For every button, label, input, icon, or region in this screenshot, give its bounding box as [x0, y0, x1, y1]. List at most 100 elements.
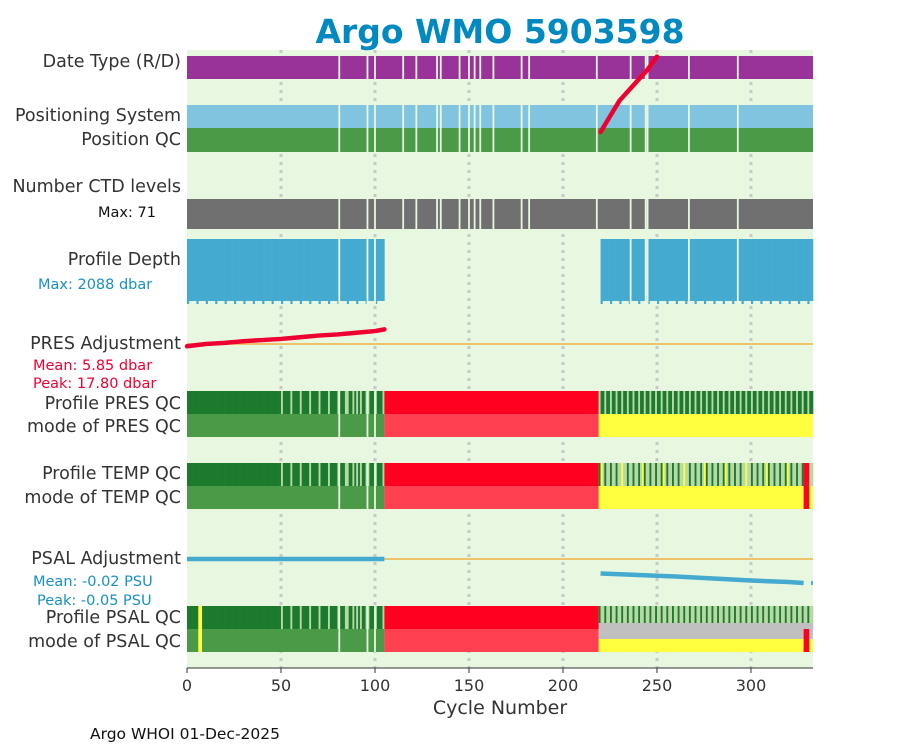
psal-profile-qc-cell	[615, 606, 618, 629]
psal-profile-qc-cell	[705, 606, 709, 629]
pres-profile-qc-cell	[683, 391, 686, 414]
temp-profile-qc-cell	[638, 463, 641, 486]
psal-profile-qc-cell	[617, 606, 620, 629]
temp-profile-qc-cell	[209, 463, 212, 486]
temp-profile-qc-cell	[378, 463, 381, 486]
pres-profile-qc-cell	[294, 391, 297, 414]
temp-profile-qc-cell	[658, 463, 662, 486]
missing-cycle-gap	[366, 56, 369, 79]
temp-profile-qc-cell	[641, 463, 645, 486]
temp-mode-qc-segment	[384, 486, 599, 509]
pres-profile-qc-cell	[307, 391, 310, 414]
missing-cycle-gap	[338, 606, 341, 652]
temp-profile-qc-cell	[683, 463, 686, 486]
pres-profile-qc-cell	[224, 391, 227, 414]
pres-profile-qc-cell	[640, 391, 643, 414]
psal-profile-qc-cell	[779, 606, 782, 629]
psal-profile-qc-cell	[797, 606, 801, 629]
pres-profile-qc-cell	[198, 391, 201, 414]
pres-profile-qc-cell	[243, 391, 246, 414]
pres-profile-qc-cell	[194, 391, 197, 414]
pres-profile-qc-cell	[722, 391, 725, 414]
profile-depth-bar	[213, 239, 216, 301]
ctd-levels-bar	[187, 199, 813, 229]
profile-depth-bar	[363, 239, 366, 301]
psal-profile-qc-cell	[341, 606, 344, 629]
profile-depth-bar	[656, 239, 660, 304]
psal-profile-qc-cell	[707, 606, 710, 629]
profile-depth-bar	[327, 239, 331, 304]
temp-profile-qc-cell	[374, 463, 378, 486]
profile-depth-bar	[311, 239, 314, 301]
temp-profile-qc-cell	[786, 463, 789, 486]
missing-cycle-gap	[458, 105, 461, 152]
temp-profile-qc-cell	[275, 463, 278, 486]
pres-profile-qc-cell	[788, 391, 791, 414]
temp-profile-qc-cell	[700, 463, 703, 486]
profile-depth-bar	[655, 239, 658, 301]
profile-depth-bar	[282, 239, 286, 301]
temp-profile-qc-cell	[722, 463, 725, 486]
profile-depth-bar	[609, 239, 613, 304]
psal-profile-qc-cell	[192, 606, 195, 629]
pres-profile-qc-cell	[781, 391, 784, 414]
pres-profile-qc-cell	[215, 391, 218, 414]
temp-profile-qc-cell	[656, 463, 660, 486]
profile-depth-bar	[382, 239, 385, 301]
temp-profile-qc-cell	[749, 463, 752, 486]
profile-depth-bar	[726, 239, 729, 301]
profile-depth-bar	[760, 239, 763, 304]
pres-profile-qc-cell	[380, 391, 383, 414]
psal-profile-qc-cell	[728, 606, 731, 629]
psal-profile-qc-cell	[604, 606, 607, 629]
temp-profile-qc-cell	[324, 463, 327, 486]
psal-profile-qc-cell	[649, 606, 652, 629]
pres-profile-qc-cell	[726, 391, 729, 414]
missing-cycle-gap	[479, 56, 482, 79]
pres-profile-qc-cell	[649, 391, 652, 414]
psal-profile-qc-cell	[737, 606, 740, 629]
profile-depth-bar	[743, 239, 746, 301]
pres-profile-qc-cell	[249, 391, 252, 414]
pres-profile-qc-cell	[320, 391, 323, 414]
pres-profile-qc-cell	[196, 391, 199, 414]
missing-cycle-gap	[528, 105, 531, 152]
missing-cycle-gap	[528, 56, 531, 79]
psal-profile-qc-cell	[726, 606, 729, 629]
temp-profile-qc-cell	[215, 463, 218, 486]
missing-cycle-gap	[439, 105, 442, 152]
psal-profile-qc-cell	[218, 606, 222, 629]
profile-depth-bar	[326, 239, 329, 301]
profile-depth-bar	[211, 239, 214, 301]
psal-profile-qc-cell	[653, 606, 656, 629]
missing-cycle-gap	[436, 199, 438, 229]
profile-depth-bar	[264, 239, 267, 301]
profile-depth-bar	[775, 239, 778, 301]
psal-profile-qc-cell	[611, 606, 615, 629]
pres-profile-qc-cell	[762, 391, 765, 414]
temp-profile-qc-cell	[320, 463, 323, 486]
temp-profile-qc-cell	[187, 463, 190, 486]
temp-profile-qc-cell	[675, 463, 678, 486]
profile-depth-bar	[696, 239, 699, 301]
temp-profile-qc-cell	[692, 463, 695, 486]
temp-profile-qc-cell	[316, 463, 319, 486]
psal-profile-qc-cell	[222, 606, 225, 629]
temp-profile-qc-cell	[307, 463, 310, 486]
pres-profile-qc-cell	[190, 391, 193, 414]
pres-profile-qc-cell	[367, 391, 370, 414]
profile-depth-bar	[380, 239, 383, 301]
psal-profile-qc-cell	[269, 606, 272, 629]
profile-depth-bar	[215, 239, 218, 304]
profile-depth-bar	[218, 239, 222, 301]
psal-profile-qc-cell	[354, 606, 357, 629]
profile-depth-bar	[194, 239, 197, 301]
temp-profile-qc-cell	[258, 463, 261, 486]
pres-profile-qc-cell	[805, 391, 808, 414]
temp-profile-qc-cell	[660, 463, 663, 486]
profile-depth-bar	[766, 239, 769, 301]
missing-cycle-gap	[402, 56, 405, 79]
temp-profile-qc-cell	[617, 463, 620, 486]
psal-profile-qc-cell	[228, 606, 231, 629]
